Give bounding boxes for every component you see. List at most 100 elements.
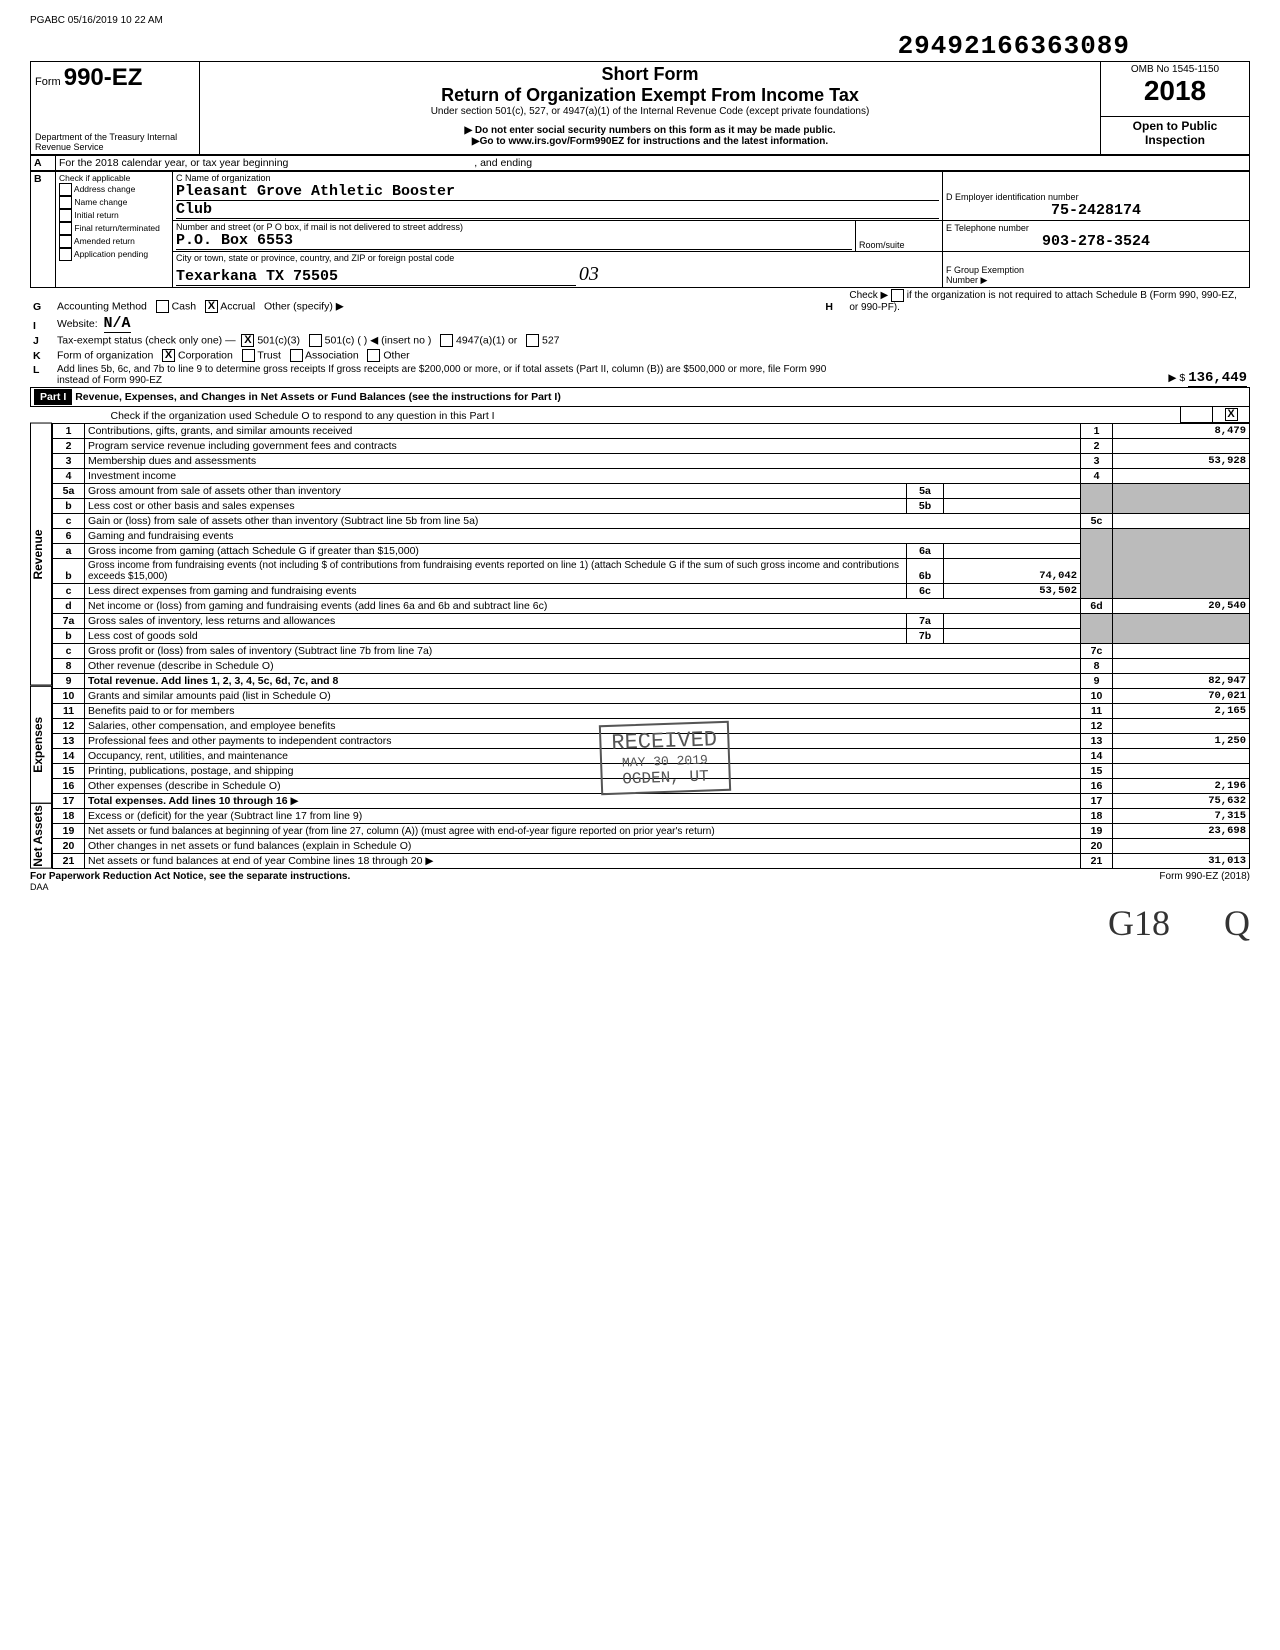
line-5b-subval [944, 499, 1081, 514]
line-2-text: Program service revenue including govern… [85, 439, 1081, 454]
line-2-col: 2 [1081, 439, 1113, 454]
dln-number: 29492166363089 [898, 31, 1130, 61]
line-5a-text: Gross amount from sale of assets other t… [85, 484, 907, 499]
ssn-warning: ▶ Do not enter social security numbers o… [204, 125, 1096, 136]
line-6c-text: Less direct expenses from gaming and fun… [85, 584, 907, 599]
part-1-heading: Revenue, Expenses, and Changes in Net As… [75, 391, 561, 403]
line-7b-subval [944, 629, 1081, 644]
line-17-num: 17 [53, 794, 85, 809]
line-8-text: Other revenue (describe in Schedule O) [85, 659, 1081, 674]
line-7c-num: c [53, 644, 85, 659]
org-name-2: Club [176, 201, 939, 219]
accounting-label: Accounting Method [57, 300, 147, 312]
line-8-num: 8 [53, 659, 85, 674]
final-checkbox[interactable] [59, 222, 72, 235]
other-org-checkbox[interactable] [367, 349, 380, 362]
paperwork-notice: For Paperwork Reduction Act Notice, see … [30, 871, 350, 882]
assoc-checkbox[interactable] [290, 349, 303, 362]
line-20-col: 20 [1081, 839, 1113, 854]
line-18-text: Excess or (deficit) for the year (Subtra… [85, 809, 1081, 824]
subtitle: Under section 501(c), 527, or 4947(a)(1)… [204, 106, 1096, 117]
short-form-title: Short Form [204, 64, 1096, 85]
pending-checkbox[interactable] [59, 248, 72, 261]
line-12-text: Salaries, other compensation, and employ… [85, 719, 1081, 734]
part-1-tab: Part I [34, 389, 72, 405]
line-5a-subval [944, 484, 1081, 499]
line-6a-num: a [53, 544, 85, 559]
line-16-val: 2,196 [1113, 779, 1250, 794]
line-5a-sub: 5a [907, 484, 944, 499]
city-label: City or town, state or province, country… [176, 253, 939, 263]
form-ref: Form 990-EZ (2018) [1159, 871, 1250, 882]
initial-label: Initial return [74, 210, 118, 220]
amended-label: Amended return [74, 236, 135, 246]
line-10-text: Grants and similar amounts paid (list in… [85, 689, 1081, 704]
pending-label: Application pending [74, 249, 148, 259]
schedule-o-checkbox[interactable]: X [1225, 408, 1238, 421]
line-14-text: Occupancy, rent, utilities, and maintena… [85, 749, 1081, 764]
line-18-val: 7,315 [1113, 809, 1250, 824]
trust-label: Trust [257, 349, 281, 361]
line-5b-num: b [53, 499, 85, 514]
501c-label: 501(c) ( [325, 334, 361, 346]
street-label: Number and street (or P O box, if mail i… [176, 222, 852, 232]
line-13-val: 1,250 [1113, 734, 1250, 749]
other-method-label: Other (specify) ▶ [264, 300, 344, 312]
527-checkbox[interactable] [526, 334, 539, 347]
line-7a-num: 7a [53, 614, 85, 629]
line-18-num: 18 [53, 809, 85, 824]
line-20-val [1113, 839, 1250, 854]
line-21-text: Net assets or fund balances at end of ye… [88, 855, 422, 867]
corp-checkbox[interactable]: X [162, 349, 175, 362]
addr-change-checkbox[interactable] [59, 183, 72, 196]
line-4-col: 4 [1081, 469, 1113, 484]
line-6c-subval: 53,502 [944, 584, 1081, 599]
initial-checkbox[interactable] [59, 209, 72, 222]
line-3-num: 3 [53, 454, 85, 469]
line-h-text: if the organization is not required to a… [849, 290, 1237, 313]
print-timestamp: PGABC 05/16/2019 10 22 AM [30, 15, 163, 26]
line-13-col: 13 [1081, 734, 1113, 749]
line-6b-sub: 6b [907, 559, 944, 584]
line-5b-sub: 5b [907, 499, 944, 514]
line-5c-text: Gain or (loss) from sale of assets other… [85, 514, 1081, 529]
accrual-checkbox[interactable]: X [205, 300, 218, 313]
name-change-checkbox[interactable] [59, 196, 72, 209]
tax-exempt-label: Tax-exempt status (check only one) — [57, 334, 236, 346]
line-19-num: 19 [53, 824, 85, 839]
line-6d-num: d [53, 599, 85, 614]
line-21-val: 31,013 [1113, 854, 1250, 869]
room-label: Room/suite [859, 240, 939, 250]
501c3-checkbox[interactable]: X [241, 334, 254, 347]
line-2-num: 2 [53, 439, 85, 454]
amended-checkbox[interactable] [59, 235, 72, 248]
line-9-val: 82,947 [1113, 674, 1250, 689]
line-6d-col: 6d [1081, 599, 1113, 614]
trust-checkbox[interactable] [242, 349, 255, 362]
line-13-num: 13 [53, 734, 85, 749]
line-6c-num: c [53, 584, 85, 599]
accrual-label: Accrual [220, 300, 255, 312]
line-1-num: 1 [53, 424, 85, 439]
line-17-text: Total expenses. Add lines 10 through 16 [88, 795, 288, 807]
ein-label: D Employer identification number [946, 192, 1246, 202]
line-l-arrow: ▶ $ [1168, 372, 1185, 384]
website-label: Website: [57, 318, 98, 330]
line-5b-text: Less cost or other basis and sales expen… [85, 499, 907, 514]
501c-checkbox[interactable] [309, 334, 322, 347]
line-2-val [1113, 439, 1250, 454]
line-6-text: Gaming and fundraising events [85, 529, 1081, 544]
cash-checkbox[interactable] [156, 300, 169, 313]
other-org-label: Other [383, 349, 409, 361]
4947-checkbox[interactable] [440, 334, 453, 347]
addr-change-label: Address change [74, 184, 135, 194]
schedule-b-checkbox[interactable] [891, 289, 904, 302]
line-12-val [1113, 719, 1250, 734]
line-15-num: 15 [53, 764, 85, 779]
line-5c-num: c [53, 514, 85, 529]
line-6-num: 6 [53, 529, 85, 544]
cash-label: Cash [172, 300, 197, 312]
line-6d-text: Net income or (loss) from gaming and fun… [85, 599, 1081, 614]
ein-value: 75-2428174 [946, 202, 1246, 219]
line-19-col: 19 [1081, 824, 1113, 839]
